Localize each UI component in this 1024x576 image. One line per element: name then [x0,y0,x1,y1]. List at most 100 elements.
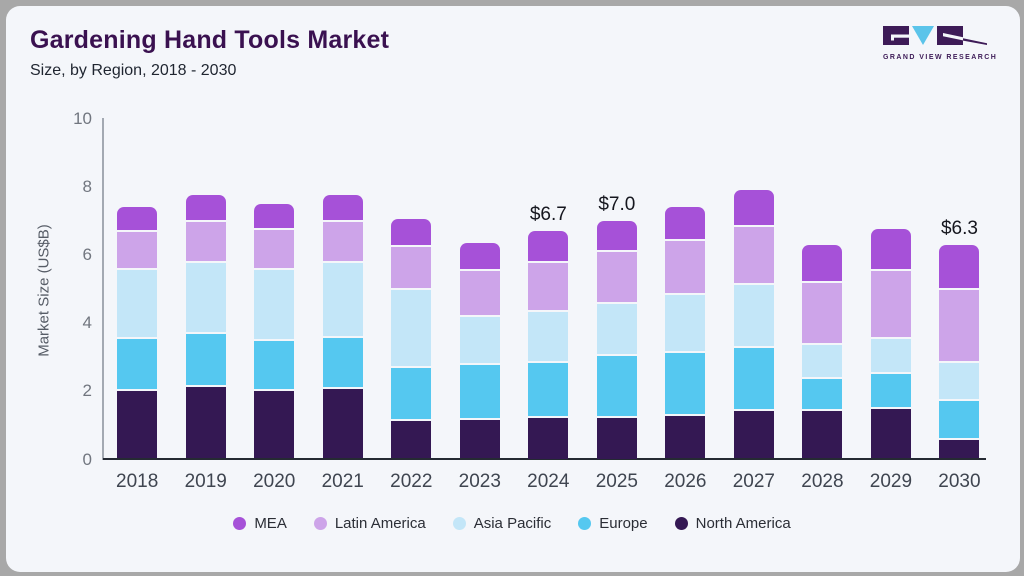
bar-segment-europe-2029 [870,373,911,408]
y-tick-label: 6 [82,244,92,264]
bar-segment-latin-america-2022 [391,247,432,288]
x-tick-label-2027: 2027 [732,471,776,492]
legend-swatch-icon [578,517,592,530]
bar-segment-north-america-2022 [391,421,432,459]
legend-label: Europe [599,515,648,532]
bar-segment-north-america-2026 [665,416,706,459]
bar-segment-mea-2027 [733,190,774,225]
bar-segment-latin-america-2021 [322,221,363,261]
bar-segment-north-america-2021 [322,388,363,459]
legend-label: Asia Pacific [473,515,552,532]
brand-logo: GRAND VIEW RESEARCH [883,26,998,61]
x-tick-label-2024: 2024 [527,471,570,492]
x-tick-label-2029: 2029 [869,471,913,492]
legend-item-asia-pacific: Asia Pacific [452,515,552,532]
y-tick-label: 4 [82,313,92,333]
y-axis-title: Market Size (US$B) [35,224,53,357]
bar-segment-asia-pacific-2021 [322,262,363,336]
legend-item-europe: Europe [578,515,648,532]
bar-segment-latin-america-2028 [802,283,843,343]
legend-swatch-icon [452,517,466,530]
bar-segment-latin-america-2026 [665,240,706,294]
bar-segment-latin-america-2023 [459,271,500,316]
bar-segment-asia-pacific-2018 [117,269,158,338]
x-tick-label-2030: 2030 [938,471,981,492]
bar-segment-europe-2021 [322,337,363,387]
bar-segment-latin-america-2029 [870,271,911,338]
bar-segment-mea-2022 [391,219,432,246]
bar-segment-mea-2019 [185,195,226,220]
bar-segment-mea-2030 [939,244,980,288]
y-tick-label: 10 [73,108,92,128]
page-subtitle: Size, by Region, 2018 - 2030 [30,62,237,79]
bar-segment-latin-america-2020 [254,230,295,268]
legend-swatch-icon [313,517,327,530]
bar-segment-europe-2018 [117,339,158,389]
bar-segment-latin-america-2027 [733,226,774,283]
gvr-logo-icon [883,26,987,45]
bar-segment-north-america-2027 [733,411,774,459]
legend-swatch-icon [674,517,688,530]
legend-label: North America [695,515,791,532]
bar-segment-mea-2028 [802,244,843,282]
page-title: Gardening Hand Tools Market [30,26,390,54]
y-axis-line [102,118,104,460]
y-tick-label: 2 [82,381,92,401]
bar-segment-asia-pacific-2019 [185,262,226,333]
bar-segment-mea-2021 [322,195,363,220]
bar-segment-asia-pacific-2023 [459,317,500,363]
bar-segment-north-america-2019 [185,387,226,459]
bar-segment-asia-pacific-2029 [870,339,911,372]
bar-segment-europe-2020 [254,341,295,389]
chart-card: Gardening Hand Tools Market Size, by Reg… [6,6,1020,572]
x-tick-label-2018: 2018 [116,471,159,492]
bar-segment-europe-2028 [802,378,843,410]
x-tick-label-2021: 2021 [321,471,364,492]
bar-segment-north-america-2029 [870,409,911,459]
bar-segment-mea-2024 [528,231,569,261]
bar-segment-latin-america-2018 [117,232,158,268]
bar-segment-asia-pacific-2025 [596,303,637,355]
legend-item-mea: MEA [233,515,287,532]
bar-segment-europe-2019 [185,334,226,386]
bar-segment-latin-america-2019 [185,221,226,261]
bar-segment-north-america-2024 [528,417,569,459]
legend-swatch-icon [233,517,247,530]
bar-segment-mea-2029 [870,229,911,270]
bar-segment-europe-2024 [528,363,569,416]
brand-name: GRAND VIEW RESEARCH [883,54,998,61]
value-label-2030: $6.3 [940,217,978,239]
chart-stage: Gardening Hand Tools Market Size, by Reg… [6,6,1020,572]
y-tick-label: 0 [82,449,92,469]
x-tick-label-2028: 2028 [801,471,844,492]
bar-segment-asia-pacific-2027 [733,284,774,346]
legend: MEA Latin America Asia Pacific Europe North … [6,515,1020,532]
y-tick-label: 8 [82,176,92,196]
bar-segment-latin-america-2030 [939,290,980,362]
value-label-2025: $7.0 [598,193,636,215]
bar-segment-asia-pacific-2022 [391,290,432,367]
legend-label: Latin America [334,515,426,532]
bar-segment-europe-2023 [459,365,500,418]
x-axis-line [103,458,986,460]
bar-segment-mea-2025 [596,220,637,251]
legend-item-north-america: North America [674,515,791,532]
bar-segment-latin-america-2025 [596,252,637,302]
x-tick-label-2020: 2020 [253,471,296,492]
bar-segment-latin-america-2024 [528,262,569,311]
bar-segment-asia-pacific-2026 [665,295,706,352]
bar-segment-europe-2030 [939,400,980,439]
bar-segment-asia-pacific-2020 [254,269,295,340]
x-tick-label-2023: 2023 [458,471,501,492]
bar-segment-europe-2025 [596,356,637,416]
bar-segment-mea-2018 [117,207,158,231]
bar-segment-asia-pacific-2030 [939,363,980,399]
legend-item-latin-america: Latin America [313,515,426,532]
bar-segment-north-america-2023 [459,419,500,459]
bar-segment-mea-2023 [459,242,500,270]
bar-segment-mea-2026 [665,207,706,239]
bar-segment-north-america-2030 [939,440,980,459]
bar-segment-asia-pacific-2024 [528,312,569,362]
bar-segment-north-america-2028 [802,411,843,459]
x-tick-label-2022: 2022 [390,471,433,492]
